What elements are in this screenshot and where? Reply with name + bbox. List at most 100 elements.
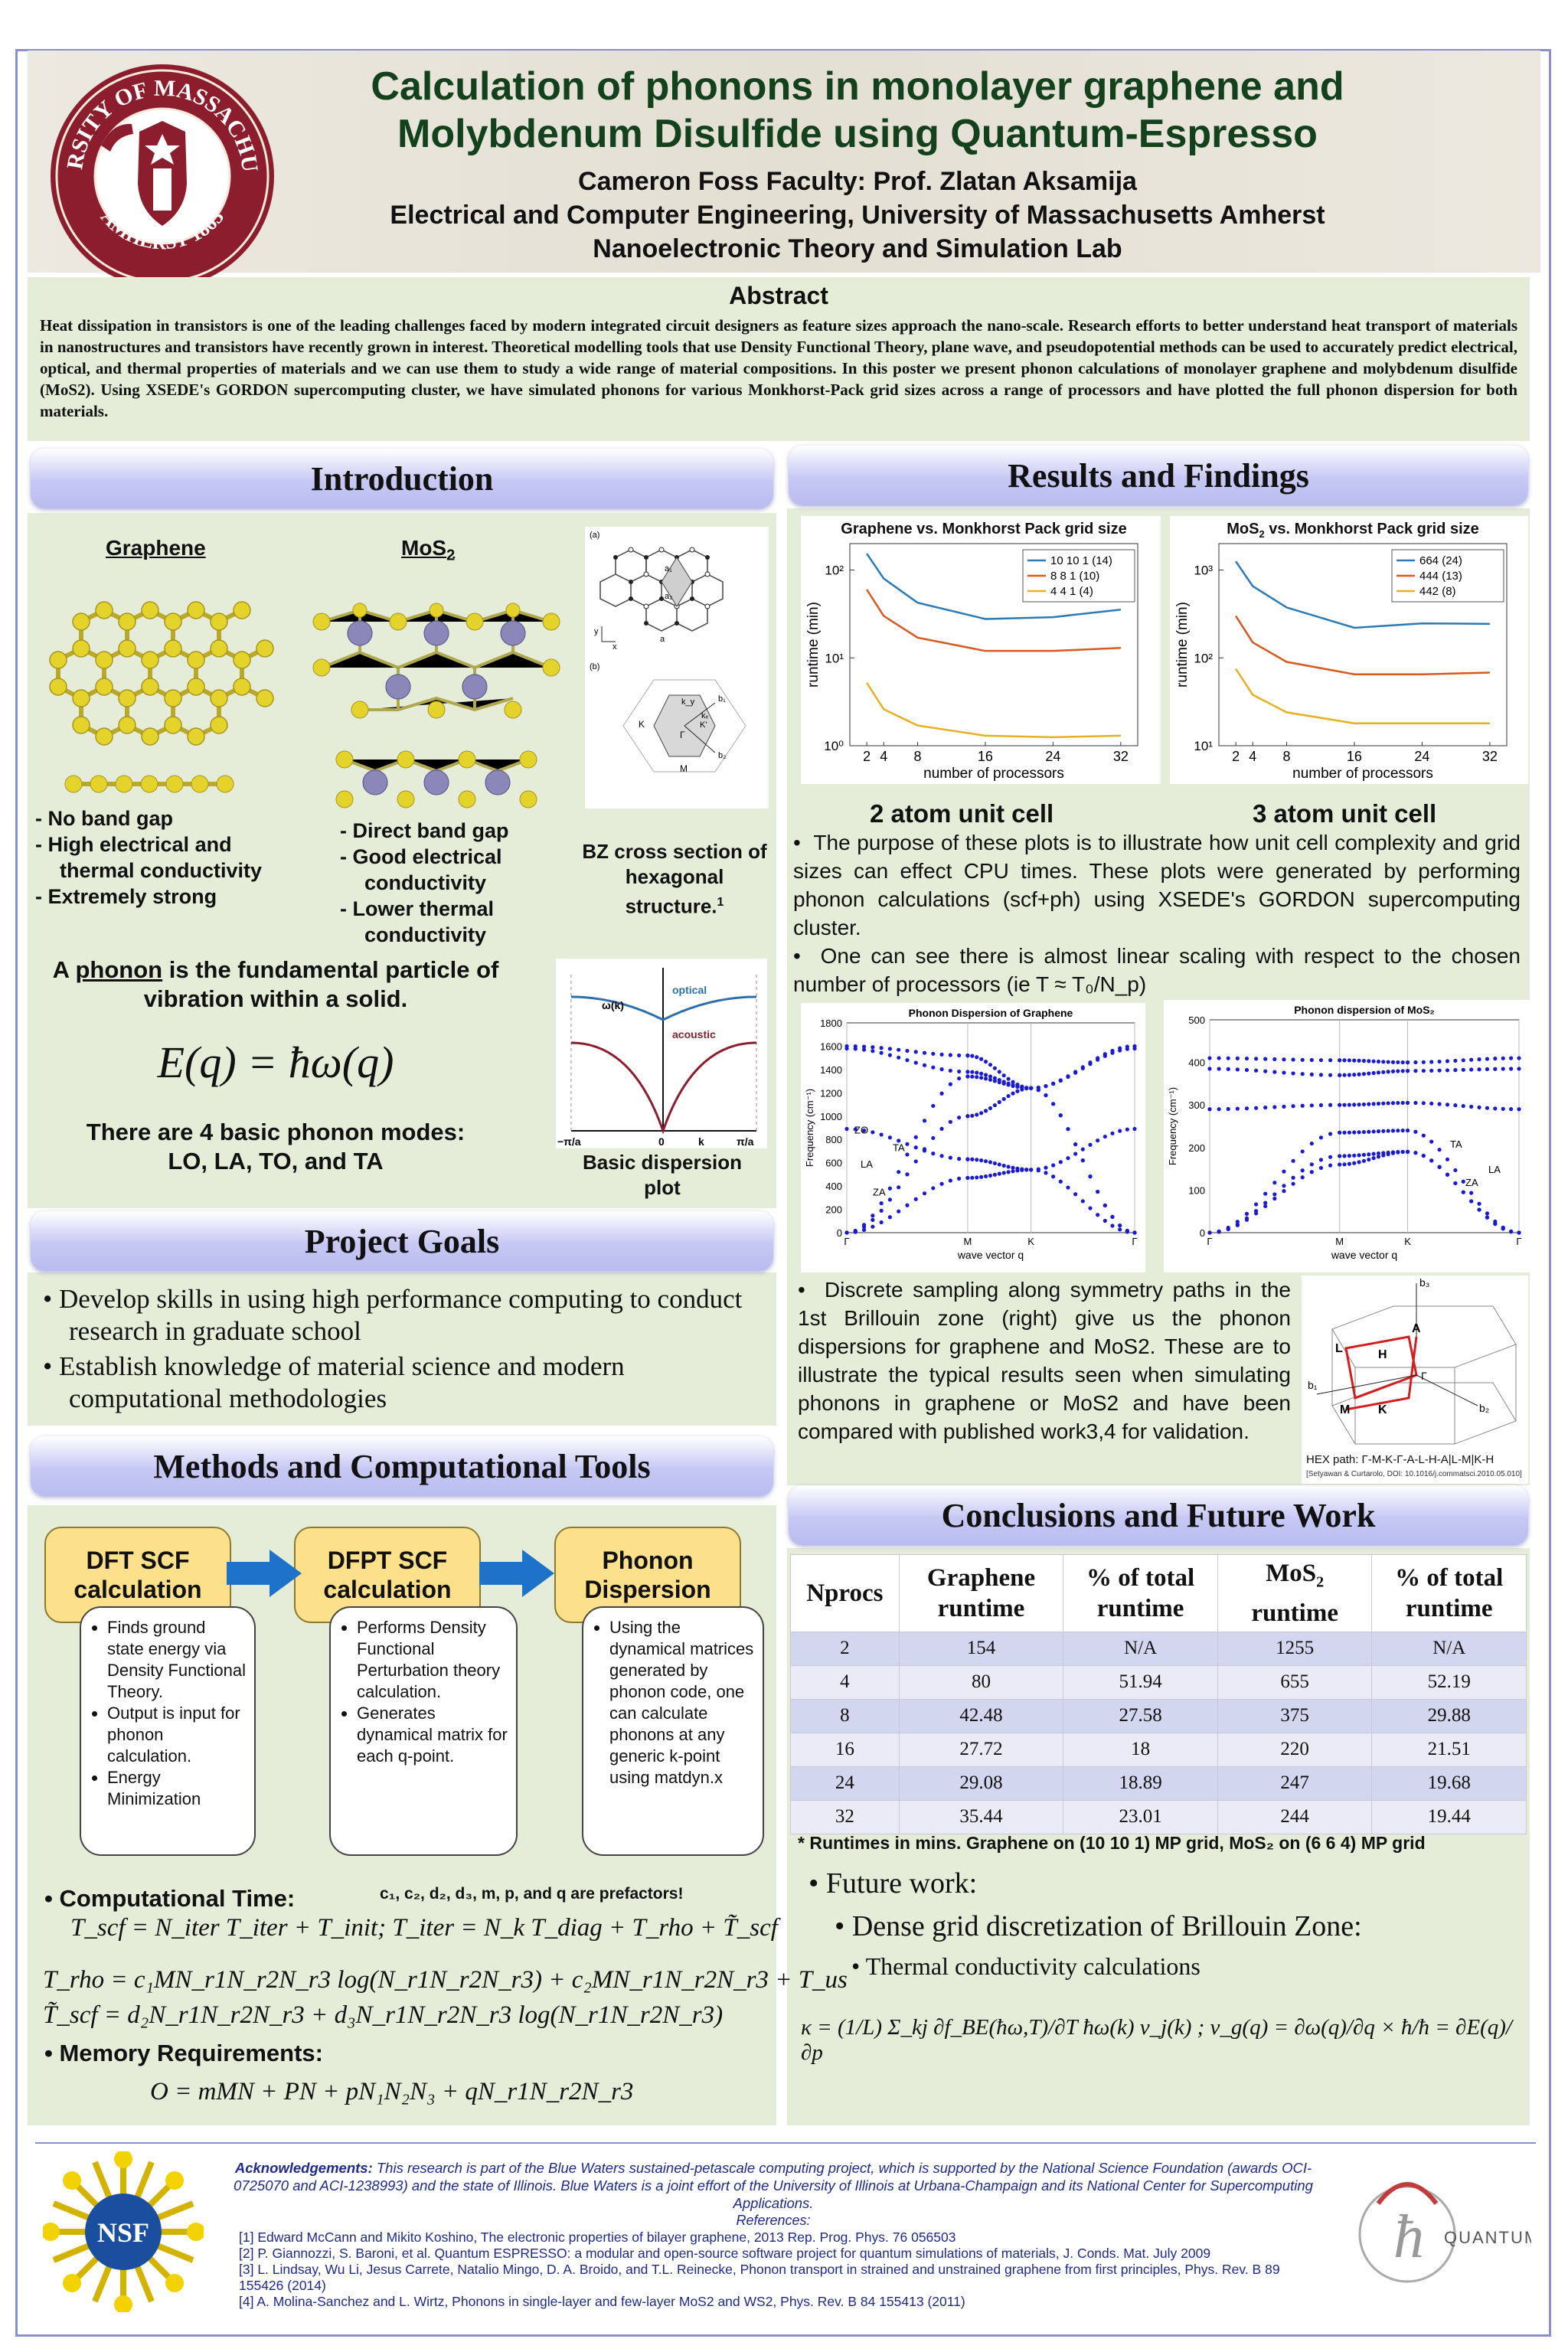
- legend-label: 10 10 1 (14): [1050, 554, 1112, 567]
- dispersion-point: [997, 1171, 1001, 1176]
- dispersion-point: [1509, 1107, 1514, 1112]
- dispersion-point: [1300, 1175, 1305, 1180]
- dispersion-point: [1371, 1102, 1376, 1106]
- svg-text:M: M: [680, 763, 688, 774]
- dispersion-point: [922, 1191, 927, 1196]
- dispersion-point: [1429, 1068, 1434, 1073]
- dispersion-point: [1328, 1058, 1333, 1063]
- dispersion-point: [1477, 1201, 1481, 1206]
- step-detail: Performs Density Functional Perturbation…: [357, 1617, 508, 1703]
- hex-credit: [Setyawan & Curtarolo, DOI: 10.1016/j.co…: [1306, 1470, 1522, 1478]
- dispersion-point: [983, 1073, 988, 1077]
- dispersion-point: [853, 1127, 858, 1132]
- dispersion-point: [1437, 1148, 1442, 1152]
- x-axis-label: number of processors: [923, 766, 1064, 782]
- dispersion-point: [1347, 1058, 1351, 1063]
- svg-text:H: H: [1378, 1348, 1387, 1361]
- dispersion-point: [1217, 1107, 1221, 1112]
- hex-bz-figure: b₃ L H A b₁ M K Γ b₂ HEX path: Γ-M-K-Γ-A…: [1302, 1276, 1528, 1484]
- dispersion-point: [1376, 1059, 1381, 1064]
- dispersion-point: [1405, 1100, 1410, 1106]
- dispersion-point: [897, 1185, 901, 1190]
- dispersion-point: [1390, 1129, 1396, 1133]
- dispersion-point: [1328, 1163, 1333, 1168]
- dispersion-point: [983, 1076, 988, 1081]
- dispersion-point: [1309, 1103, 1314, 1108]
- dispersion-point: [1226, 1067, 1230, 1071]
- y-tick-label: 1000: [820, 1111, 842, 1122]
- chart-svg: 2 4 8 16 24 32 10⁰ 10¹ 10² number of processors ru…: [805, 543, 1138, 782]
- dispersion-point: [1263, 1200, 1268, 1205]
- dispersion-point: [1493, 1067, 1498, 1071]
- dispersion-point: [983, 1159, 988, 1164]
- dispersion-point: [1371, 1070, 1376, 1076]
- svg-text:ħ: ħ: [1393, 2203, 1424, 2271]
- dispersion-point: [1469, 1199, 1474, 1204]
- references-heading: References:: [736, 2213, 811, 2228]
- dispersion-point: [1501, 1056, 1505, 1060]
- y-tick-label: 300: [1188, 1099, 1205, 1111]
- dispersion-point: [1217, 1230, 1221, 1234]
- dispersion-point: [1318, 1158, 1324, 1162]
- dispersion-point: [1118, 1223, 1122, 1228]
- mode-label: ZA: [873, 1186, 886, 1197]
- svg-text:b₂: b₂: [718, 751, 726, 760]
- series-line: [1235, 615, 1490, 675]
- dispersion-point: [1469, 1104, 1474, 1109]
- dispersion-point: [1011, 1083, 1015, 1088]
- methods-heading: Methods and Computational Tools: [31, 1436, 773, 1496]
- introduction-heading: Introduction: [31, 449, 773, 508]
- table-cell: 375: [1217, 1698, 1373, 1733]
- dispersion-point: [1338, 1058, 1342, 1063]
- dispersion-point: [887, 1186, 892, 1191]
- dispersion-point: [1044, 1165, 1048, 1170]
- dispersion-point: [905, 1058, 910, 1063]
- dispersion-point: [1282, 1104, 1286, 1109]
- x-tick-label: K: [1027, 1236, 1034, 1247]
- mos2-properties: - Direct band gap - Good electrical condu…: [340, 818, 585, 948]
- chart-title: Phonon Dispersion of Graphene: [909, 1007, 1073, 1019]
- dispersion-point: [1338, 1162, 1342, 1167]
- dispersion-point: [1361, 1072, 1367, 1076]
- dispersion-point: [939, 1091, 944, 1096]
- thermal-conductivity-equation: κ = (1/L) Σ_kj ∂f_BE(ħω,T)/∂T ħω(k) v_j(…: [801, 2015, 1512, 2065]
- dispersion-point: [970, 1175, 975, 1180]
- dispersion-point: [1073, 1142, 1078, 1147]
- dispersion-point: [1361, 1102, 1367, 1107]
- y-tick-label: 10¹: [825, 651, 844, 665]
- dfpt-scf-details: Performs Density Functional Perturbation…: [329, 1606, 518, 1856]
- table-cell: 8: [790, 1698, 900, 1733]
- x-tick-label: Γ: [1132, 1236, 1137, 1247]
- dispersion-point: [1328, 1073, 1333, 1077]
- dispersion-point: [1469, 1191, 1474, 1195]
- dispersion-point: [1453, 1058, 1458, 1063]
- dispersion-point: [1244, 1106, 1250, 1111]
- dft-scf-details: Finds ground state energy via Density Fu…: [80, 1606, 256, 1856]
- memory-equation: O = mMN + PN + pN₁N₂N₃ + qN_r1N_r2N_r3: [150, 2078, 634, 2105]
- dispersion-point: [1132, 1230, 1137, 1235]
- reference-item: [3] L. Lindsay, Wu Li, Jesus Carrete, Na…: [239, 2262, 1280, 2293]
- col-header: % of total runtime: [1063, 1554, 1218, 1632]
- svg-text:A: A: [1412, 1322, 1421, 1335]
- dispersion-point: [1300, 1149, 1305, 1154]
- svg-text:(a): (a): [590, 531, 599, 540]
- y-tick-label: 10¹: [1194, 739, 1213, 753]
- dispersion-point: [1207, 1067, 1212, 1071]
- dispersion-point: [931, 1135, 936, 1141]
- dispersion-point: [975, 1075, 979, 1080]
- dispersion-point: [897, 1170, 901, 1174]
- dispersion-point: [1066, 1156, 1070, 1161]
- dispersion-point: [975, 1175, 979, 1180]
- svg-text:L: L: [1335, 1342, 1343, 1355]
- x-tick-label: 32: [1482, 749, 1498, 764]
- phonon-dispersion-details: Using the dynamical matrices generated b…: [582, 1606, 764, 1856]
- dispersion-point: [1357, 1130, 1361, 1135]
- chart-title: Graphene vs. Monkhorst Pack grid size: [841, 521, 1127, 537]
- step-detail: Finds ground state energy via Density Fu…: [107, 1617, 247, 1703]
- mode-label: ZA: [1465, 1177, 1478, 1188]
- quantum-espresso-logo: ħ QUANTUM: [1358, 2182, 1531, 2283]
- dispersion-point: [1282, 1169, 1286, 1174]
- mos2-property: - Good electrical conductivity: [340, 845, 502, 894]
- chart-title: Phonon dispersion of MoS₂: [1294, 1004, 1435, 1016]
- dispersion-point: [1390, 1101, 1396, 1106]
